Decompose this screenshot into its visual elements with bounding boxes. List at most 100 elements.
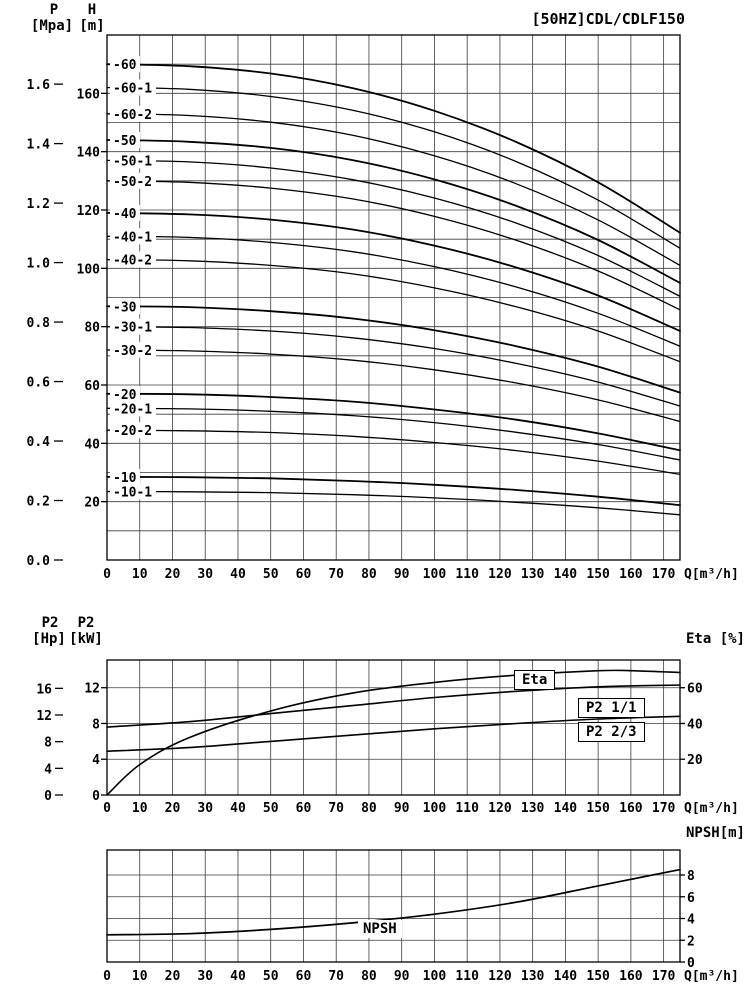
- x-tick-label: 160: [619, 801, 643, 816]
- x-tick-label: 0: [103, 801, 111, 816]
- curve--30-2: [106, 349, 681, 423]
- curve-label-bg: [110, 400, 156, 417]
- x-tick-label: 150: [586, 567, 610, 582]
- curve-label-bg: [110, 204, 140, 221]
- hp-tick-label: 0: [44, 789, 52, 804]
- curve-label-bg: [110, 385, 140, 402]
- npsh-tick-label: 8: [687, 869, 695, 884]
- x-tick-label: 40: [230, 969, 246, 984]
- x-tick-label: 110: [455, 969, 479, 984]
- npsh-tick-label: 4: [687, 913, 695, 928]
- x-tick-label: 50: [263, 801, 279, 816]
- p-tick-label: 0.0: [27, 554, 51, 569]
- curve--50: [106, 139, 681, 284]
- p-tick-label: 1.4: [27, 138, 51, 153]
- curve--40-2: [106, 258, 681, 363]
- x-tick-label: 170: [652, 969, 676, 984]
- curve-label--20-1: -20-1: [113, 402, 152, 417]
- x-tick-label: 20: [165, 567, 181, 582]
- curve--20: [106, 392, 681, 452]
- h-axis-label: H: [87, 2, 97, 18]
- p-tick-label: 0.4: [27, 435, 51, 450]
- p-tick-label: 0.6: [27, 376, 51, 391]
- p-tick-label: 1.6: [27, 78, 51, 93]
- x-tick-label: 100: [423, 567, 447, 582]
- x-tick-label: 170: [652, 801, 676, 816]
- x-tick-label: 80: [361, 567, 377, 582]
- x-tick-label: 100: [423, 969, 447, 984]
- x-tick-label: 40: [230, 567, 246, 582]
- h-tick-label: 60: [84, 379, 100, 394]
- x-tick-label: 150: [586, 801, 610, 816]
- x-tick-label: 120: [488, 567, 512, 582]
- h-tick-label: 100: [77, 262, 101, 277]
- p-axis-label: P: [49, 2, 59, 18]
- x-tick-label: 130: [521, 801, 545, 816]
- x-tick-label: 120: [488, 969, 512, 984]
- x-tick-label: 0: [103, 969, 111, 984]
- curve-label--50-2: -50-2: [113, 175, 152, 190]
- p-tick-label: 1.2: [27, 197, 50, 212]
- curve-label--60-2: -60-2: [113, 108, 152, 123]
- x-tick-label: 50: [263, 969, 279, 984]
- x-tick-label: 50: [263, 567, 279, 582]
- plot-border-head: [106, 34, 681, 561]
- x-tick-label: 160: [619, 969, 643, 984]
- hp-tick-label: 4: [44, 762, 52, 777]
- x-tick-label: 140: [554, 801, 578, 816]
- x-tick-label: 90: [394, 567, 410, 582]
- npsh-tick-label: 6: [687, 891, 695, 906]
- h-tick-label: 120: [77, 204, 101, 219]
- curve--10: [106, 476, 681, 507]
- curve-label-bg: [110, 483, 156, 500]
- plot-border-npsh: [106, 849, 681, 963]
- x-tick-label: 60: [296, 567, 312, 582]
- curve-label-bg: [110, 79, 156, 96]
- kw-axis-unit: [kW]: [69, 631, 103, 647]
- x-tick-label: 140: [554, 969, 578, 984]
- x-tick-label: 110: [455, 801, 479, 816]
- x-tick-label: 100: [423, 801, 447, 816]
- eta-tick-label: 40: [687, 717, 703, 732]
- curve-label--60-1: -60-1: [113, 82, 152, 97]
- x-tick-label: 80: [361, 801, 377, 816]
- curve--50-2: [106, 180, 681, 311]
- curve-label--50-1: -50-1: [113, 154, 152, 169]
- x-tick-label: 130: [521, 567, 545, 582]
- curve--30-1: [106, 326, 681, 407]
- hp-tick-label: 12: [36, 709, 52, 724]
- curve-label-bg: [110, 251, 156, 268]
- curve-label--10-1: -10-1: [113, 485, 152, 500]
- curve-label--40: -40: [113, 207, 137, 222]
- curve--60: [106, 63, 681, 234]
- curve-label--30-1: -30-1: [113, 321, 152, 336]
- eta-axis-label: Eta [%]: [685, 631, 745, 647]
- curve-label-bg: [110, 318, 156, 335]
- x-tick-label: 160: [619, 567, 643, 582]
- npsh-curve-label: NPSH: [358, 920, 402, 938]
- hp-tick-label: 16: [36, 682, 52, 697]
- curve--20-2: [106, 429, 681, 475]
- p-tick-label: 0.2: [27, 495, 50, 510]
- curve-label--40-2: -40-2: [113, 254, 152, 269]
- curve--40: [106, 212, 681, 332]
- curve--30: [106, 305, 681, 394]
- x-tick-label: 60: [296, 969, 312, 984]
- x-tick-label: 30: [197, 801, 213, 816]
- curve-label--30: -30: [113, 300, 137, 315]
- p2-kw-axis-label: P2: [77, 615, 95, 631]
- p-axis-unit: [Mpa]: [30, 18, 74, 34]
- curve-label--40-1: -40-1: [113, 230, 152, 245]
- curve-label-bg: [110, 105, 156, 122]
- eta-tick-label: 60: [687, 682, 703, 697]
- curve--50-1: [106, 159, 681, 297]
- curve-label-bg: [110, 132, 140, 148]
- x-tick-label: 60: [296, 801, 312, 816]
- curve-label--10: -10: [113, 471, 137, 486]
- x-tick-label: 20: [165, 801, 181, 816]
- p2-hp-axis-label: P2: [41, 615, 59, 631]
- curve--60-2: [106, 113, 681, 267]
- curve-label-bg: [110, 152, 156, 169]
- x-tick-label: 150: [586, 969, 610, 984]
